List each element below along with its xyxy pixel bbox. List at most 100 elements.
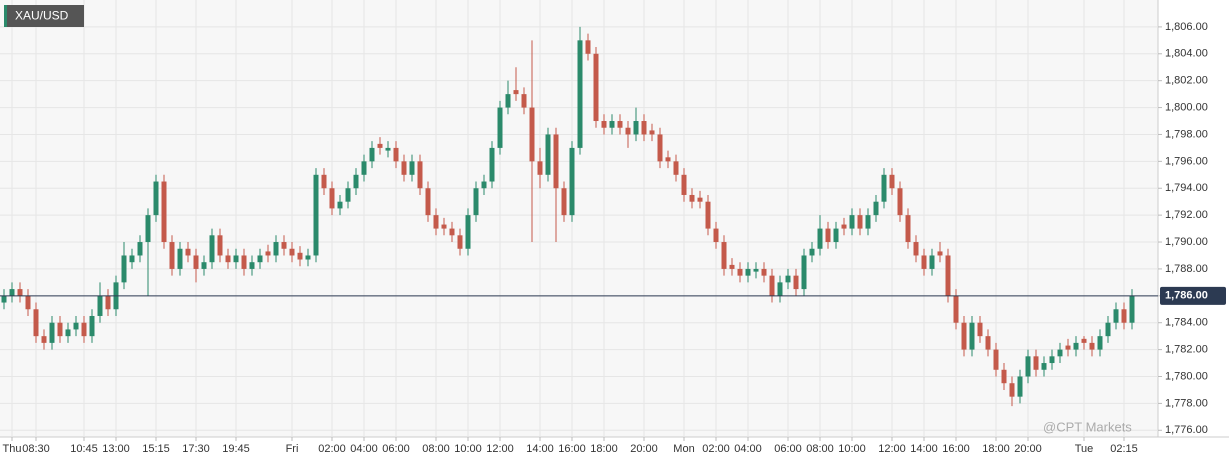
candle-body [705,201,711,229]
candle-body [721,242,727,269]
candle-body [321,174,327,189]
candle-body [1113,309,1119,323]
candle-body [161,181,167,243]
candle-body [737,268,743,276]
candle-body [201,262,207,269]
candle-body [193,255,199,269]
candle-body [873,201,879,216]
candle-body [921,255,927,269]
candle-body [553,134,559,189]
candle-body [649,130,655,135]
candle-body [697,197,703,202]
candle-body [513,90,519,95]
candle-body [169,242,175,269]
current-price-label: 1,786.00 [1165,290,1208,302]
candle-body [905,215,911,243]
candle-body [273,242,279,256]
candle-body [409,161,415,175]
y-tick-label: 1,794.00 [1165,182,1208,194]
x-tick-label: 14:00 [526,443,554,455]
candle-body [289,248,295,256]
candle-body [825,228,831,243]
candle-body [689,194,695,202]
x-tick-label: 10:00 [838,443,866,455]
candle-body [673,161,679,175]
candle-body [969,322,975,350]
candle-body [665,157,671,162]
y-tick-label: 1,788.00 [1165,263,1208,275]
candle-body [633,121,639,135]
candle-body [713,228,719,243]
x-tick-label: 16:00 [558,443,586,455]
y-tick-label: 1,780.00 [1165,370,1208,382]
candle-body [385,147,391,151]
x-tick-label: 08:30 [22,443,50,455]
candle-body [1001,369,1007,384]
y-tick-label: 1,802.00 [1165,75,1208,87]
candle-body [145,215,151,243]
candle-body [417,161,423,189]
candle-body [585,40,591,54]
candle-body [393,147,399,162]
candle-body [529,107,535,162]
title-box [4,5,84,27]
candle-body [1041,363,1047,370]
candle-body [73,322,79,330]
candle-body [977,322,983,337]
candle-body [401,161,407,175]
x-tick-label: Tue [1075,443,1094,455]
candle-body [1,295,7,303]
candle-body [1017,376,1023,397]
candle-body [457,235,463,249]
y-tick-label: 1,782.00 [1165,344,1208,356]
candle-body [993,349,999,370]
candle-body [801,255,807,290]
candle-body [617,121,623,128]
candle-body [337,201,343,209]
candle-body [281,242,287,249]
x-tick-label: 08:00 [806,443,834,455]
candle-body [97,295,103,316]
x-tick-label: 16:00 [942,443,970,455]
labels: 1,776.00 1,778.00 1,780.00 1,782.00 1,784.00… [3,21,1226,455]
candle-body [1009,383,1015,397]
candle-body [209,235,215,263]
candle-body [489,147,495,182]
candle-body [889,174,895,189]
y-tick-label: 1,792.00 [1165,209,1208,221]
candle-body [745,268,751,276]
candle-body [473,188,479,216]
candle-body [41,336,47,343]
candle-body [1081,338,1087,343]
candle-body [793,275,799,290]
candle-body [985,336,991,350]
current-price-box [1160,286,1226,305]
candle-body [681,174,687,195]
y-tick-label: 1,800.00 [1165,101,1208,113]
x-tick-label: 18:00 [590,443,618,455]
candle-body [241,255,247,269]
candle-body [185,248,191,256]
candle-body [929,255,935,269]
x-tick-label: 06:00 [382,443,410,455]
candle-body [153,181,159,216]
candle-body [785,275,791,283]
candle-body [857,215,863,229]
candle-body [105,295,111,310]
candle-body [329,188,335,209]
candle-body [425,188,431,216]
candle-body [625,127,631,135]
candle-body [809,248,815,256]
candle-body [497,107,503,148]
candle-body [897,188,903,216]
watermark: @CPT Markets [1043,419,1132,434]
candle-body [593,53,599,122]
candle-body [937,251,943,256]
candle-body [841,224,847,229]
x-tick-label: 12:00 [486,443,514,455]
candle-body [961,322,967,350]
candle-body [297,252,303,260]
candle-body [777,282,783,296]
